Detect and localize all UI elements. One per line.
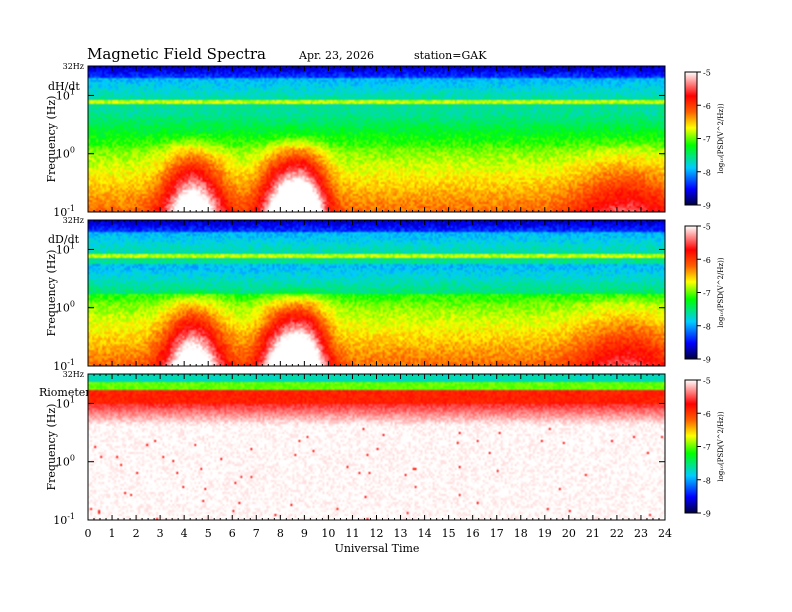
station-label: station=GAK [414, 49, 487, 62]
x-tick-label: 2 [133, 527, 140, 540]
x-tick-label: 15 [442, 527, 456, 540]
colorbar-tick-label: -8 [703, 168, 711, 177]
heatmap-dd-dt [88, 220, 665, 366]
x-tick-label: 3 [157, 527, 164, 540]
colorbar-tick-label: -8 [703, 476, 711, 485]
y-axis-label-3: Frequency (Hz) [45, 404, 58, 491]
y-tick-label: 100 [56, 146, 75, 161]
colorbar-gradient [684, 225, 698, 360]
colorbar-tick-label: -7 [703, 135, 711, 144]
y-tick-top-label: 32Hz [63, 62, 84, 71]
y-axis-label-1: Frequency (Hz) [45, 96, 58, 183]
colorbar-gradient [684, 71, 698, 206]
panel-dd-dt: dD/dt [48, 219, 666, 367]
y-tick-label: 101 [56, 87, 75, 102]
x-tick-label: 24 [658, 527, 672, 540]
y-tick-labels: 32Hz10110010-132Hz10110010-132Hz10110010… [53, 62, 665, 527]
x-tick-label: 1 [109, 527, 116, 540]
colorbar: -5 -6 -7 -8 -9 log₁₀(PSD(V^2/Hz)) [684, 377, 725, 519]
y-tick-top-label: 32Hz [63, 216, 84, 225]
date-label: Apr. 23, 2026 [298, 49, 374, 62]
y-tick-label: 100 [56, 454, 75, 469]
heatmap-riometer [88, 374, 665, 520]
x-tick-label: 18 [514, 527, 528, 540]
colorbar-label: log₁₀(PSD(V^2/Hz)) [717, 103, 725, 173]
x-tick-label: 22 [610, 527, 624, 540]
x-tick-label: 9 [301, 527, 308, 540]
colorbar-tick-label: -6 [703, 256, 711, 265]
figure-title: Magnetic Field Spectra [87, 45, 266, 63]
x-tick-label: 8 [277, 527, 284, 540]
colorbar-gradient [684, 379, 698, 514]
x-axis: 0 1 2 3 4 5 6 7 8 9 10 11 12 13 14 15 16 17 18 19 20 21 22 23 24 [85, 66, 672, 540]
x-tick-label: 4 [181, 527, 188, 540]
y-tick-label: 101 [56, 241, 75, 256]
x-tick-label: 6 [229, 527, 236, 540]
x-tick-label: 13 [394, 527, 408, 540]
x-tick-label: 12 [370, 527, 384, 540]
panel-riometer: Riometer [39, 373, 666, 521]
colorbar-tick-label: -6 [703, 410, 711, 419]
x-tick-label: 21 [586, 527, 600, 540]
colorbar-tick-label: -5 [703, 69, 711, 78]
x-axis-label: Universal Time [335, 542, 420, 555]
heatmap-image [88, 220, 665, 366]
colorbar-tick-label: -7 [703, 443, 711, 452]
x-tick-label: 11 [345, 527, 359, 540]
x-tick-label: 23 [634, 527, 648, 540]
colorbar-label: log₁₀(PSD(V^2/Hz)) [717, 257, 725, 327]
x-tick-label: 20 [562, 527, 576, 540]
colorbar-tick-label: -9 [703, 202, 711, 211]
y-tick-label: 10-1 [53, 512, 75, 527]
colorbar-tick-label: -8 [703, 322, 711, 331]
colorbar-tick-label: -5 [703, 223, 711, 232]
x-tick-label: 7 [253, 527, 260, 540]
panel-label-dd-dt: dD/dt [48, 233, 80, 246]
heatmap-dh-dt [88, 66, 665, 212]
colorbar-tick-label: -5 [703, 377, 711, 386]
x-tick-label: 5 [205, 527, 212, 540]
panel-dh-dt: dH/dt [48, 65, 666, 213]
y-tick-label: 100 [56, 300, 75, 315]
x-tick-label: 16 [466, 527, 480, 540]
heatmap-image [88, 66, 665, 212]
y-tick-label: 101 [56, 395, 75, 410]
x-tick-label: 19 [538, 527, 552, 540]
colorbar: -5 -6 -7 -8 -9 log₁₀(PSD(V^2/Hz)) [684, 69, 725, 211]
x-tick-label: 17 [490, 527, 504, 540]
x-tick-label: 0 [85, 527, 92, 540]
x-tick-label: 10 [321, 527, 335, 540]
panel-label-riometer: Riometer [39, 386, 91, 399]
colorbar: -5 -6 -7 -8 -9 log₁₀(PSD(V^2/Hz)) [684, 223, 725, 365]
heatmap-image [88, 374, 665, 520]
panel-label-dh-dt: dH/dt [48, 80, 80, 93]
colorbar-tick-label: -7 [703, 289, 711, 298]
colorbar-tick-label: -9 [703, 356, 711, 365]
colorbar-label: log₁₀(PSD(V^2/Hz)) [717, 411, 725, 481]
colorbars: -5 -6 -7 -8 -9 log₁₀(PSD(V^2/Hz)) -5 -6 -7 -8 -9 lo… [684, 69, 725, 519]
y-axis-label-2: Frequency (Hz) [45, 250, 58, 337]
y-tick-top-label: 32Hz [63, 370, 84, 379]
colorbar-tick-label: -6 [703, 102, 711, 111]
colorbar-tick-label: -9 [703, 510, 711, 519]
x-tick-label: 14 [418, 527, 432, 540]
